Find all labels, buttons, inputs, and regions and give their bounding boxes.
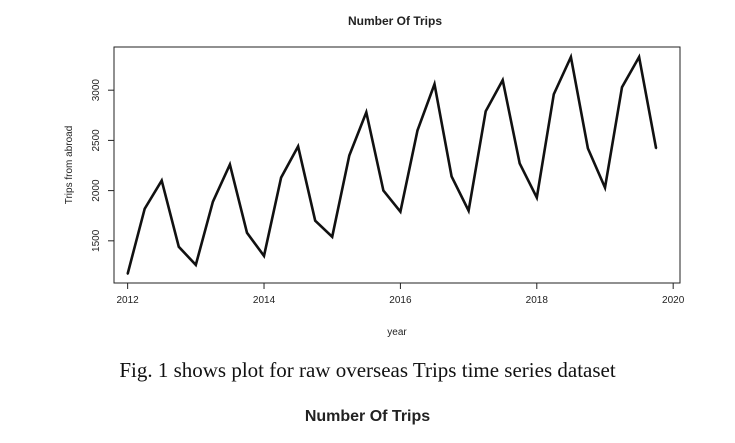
data-point <box>314 219 317 222</box>
data-point <box>365 111 368 114</box>
data-point <box>246 231 248 234</box>
data-point <box>177 245 180 248</box>
series-line <box>126 52 658 275</box>
x-tick-label: 2018 <box>526 295 549 306</box>
data-point <box>263 254 265 257</box>
data-point <box>143 207 146 210</box>
data-point <box>587 147 589 150</box>
x-tick-label: 2016 <box>389 295 412 306</box>
plot-frame <box>113 46 681 284</box>
data-point <box>604 186 606 189</box>
data-point <box>331 235 334 238</box>
y-tick-label: 2500 <box>91 129 102 152</box>
y-axis-label: Trips from abroad <box>64 126 75 205</box>
y-axis: 1500 2000 2500 3000 <box>91 79 114 252</box>
data-point <box>450 175 453 178</box>
x-tick-label: 2014 <box>253 295 276 306</box>
data-point <box>569 56 572 58</box>
data-point <box>535 196 538 199</box>
data-point <box>416 129 419 132</box>
data-point <box>638 56 640 58</box>
data-point <box>297 145 300 148</box>
data-point <box>348 154 351 157</box>
data-point <box>621 86 623 89</box>
data-point <box>552 93 555 96</box>
data-point <box>382 189 385 192</box>
data-point <box>484 110 487 113</box>
y-tick-label: 3000 <box>91 79 102 102</box>
figure-caption: Fig. 1 shows plot for raw overseas Trips… <box>119 358 616 382</box>
data-point <box>194 264 197 266</box>
y-tick-label: 1500 <box>91 229 102 252</box>
data-point <box>467 209 470 212</box>
data-point <box>399 210 402 213</box>
data-point <box>655 147 658 150</box>
x-tick-label: 2020 <box>662 295 685 306</box>
data-point <box>518 162 521 165</box>
x-axis-label: year <box>387 327 407 338</box>
data-point <box>280 176 282 179</box>
x-axis: 2012 2014 2016 2018 2020 <box>117 283 685 306</box>
data-point <box>160 179 163 182</box>
line-chart: Number Of Trips 2012 2014 2016 2018 2020 150… <box>64 14 685 338</box>
next-figure-title: Number Of Trips <box>304 408 431 425</box>
y-tick-label: 2000 <box>91 179 102 202</box>
series-layer <box>126 52 658 275</box>
x-tick-label: 2012 <box>117 295 140 306</box>
data-point <box>229 163 231 166</box>
chart-title: Number Of Trips <box>348 14 442 28</box>
data-point <box>126 273 129 275</box>
data-point <box>433 83 436 86</box>
data-point <box>211 200 214 203</box>
data-point <box>501 79 504 82</box>
